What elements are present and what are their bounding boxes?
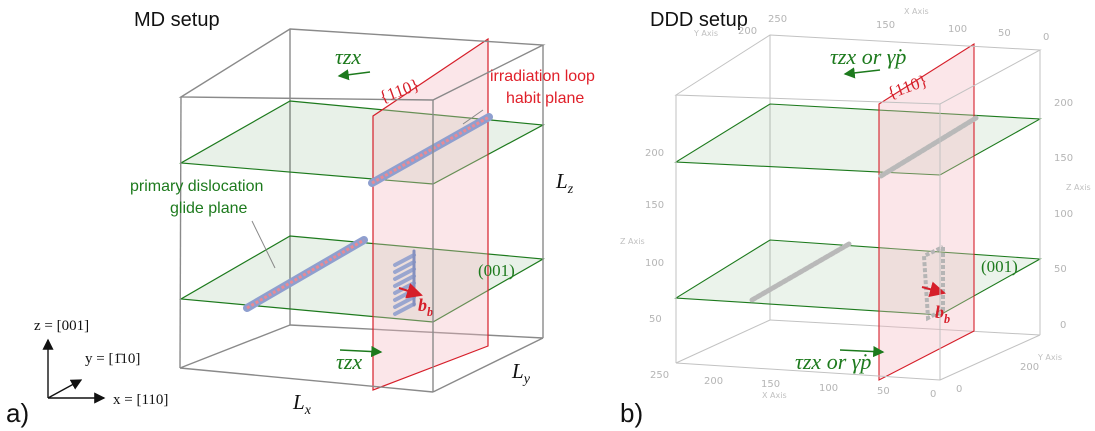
ddd-right-z-tick-0: 200 xyxy=(1054,98,1073,109)
ddd-box-front xyxy=(674,34,1042,381)
ddd-top-x-tick-1: 100 xyxy=(948,24,967,35)
ddd-right-z-tick-1: 150 xyxy=(1054,153,1073,164)
md-tau-top-arrow xyxy=(337,69,371,81)
ddd-right-z-axis-name: Z Axis xyxy=(1066,183,1091,192)
ddd-right-z-tick-2: 100 xyxy=(1054,209,1073,220)
panel-a: MD setup a) bb xyxy=(6,9,595,428)
ddd-top-y-tick-1: 200 xyxy=(738,26,757,37)
ddd-bottom-y-axis-name: Y Axis xyxy=(1037,353,1062,362)
ddd-box-back xyxy=(675,35,1041,364)
irradiation-label-line1: irradiation loop xyxy=(490,68,595,85)
ddd-bottom-x-tick-5: 0 xyxy=(930,389,936,400)
md-box-back xyxy=(179,29,544,369)
irradiation-label-line2: habit plane xyxy=(506,90,584,107)
ddd-tau-top-text: τzx or γ̇p xyxy=(830,44,906,69)
ddd-bottom-y-tick-0: 200 xyxy=(1020,362,1039,373)
ddd-left-z-tick-1: 150 xyxy=(645,200,664,211)
ddd-left-z-axis-name: Z Axis xyxy=(620,237,645,246)
axis-x-label: x = [110] xyxy=(113,392,168,408)
ddd-left-z-tick-0: 200 xyxy=(645,148,664,159)
irradiation-leader xyxy=(462,109,484,125)
ddd-top-y-axis-name: Y Axis xyxy=(693,29,718,38)
ddd-bottom-x-tick-0: 250 xyxy=(650,370,669,381)
panel-a-label: a) xyxy=(6,398,29,428)
ddd-right-z-tick-3: 50 xyxy=(1054,264,1067,275)
ddd-axis-ticks: X Axis Y Axis 250 200 150 100 50 0 200 1… xyxy=(620,7,1091,400)
axis-y-label: y = [1̄10] xyxy=(85,351,140,367)
ddd-bottom-x-tick-1: 200 xyxy=(704,376,723,387)
md-tau-top-text: τzx xyxy=(335,44,361,69)
md-box-front xyxy=(178,28,546,393)
md-plane-001-label: (001) xyxy=(478,261,515,280)
ddd-right-z-tick-4: 0 xyxy=(1060,320,1066,331)
ddd-bottom-x-axis-name: X Axis xyxy=(762,391,787,400)
ddd-top-x-axis-name: X Axis xyxy=(904,7,929,16)
md-Lx: Lx xyxy=(292,390,312,418)
ddd-plane-001-label: (001) xyxy=(981,257,1018,276)
ddd-top-x-tick-2: 50 xyxy=(998,28,1011,39)
ddd-top-y-tick-0: 250 xyxy=(768,14,787,25)
ddd-bottom-y-tick-1: 0 xyxy=(956,384,962,395)
md-Lz: Lz xyxy=(555,169,574,197)
ddd-tau-top: τzx or γ̇p xyxy=(830,44,906,79)
ddd-dislocation-lower xyxy=(749,241,852,303)
ddd-top-x-tick-0: 150 xyxy=(876,20,895,31)
ddd-tau-bottom-arrow xyxy=(839,345,885,358)
axis-y-arrow xyxy=(47,379,83,399)
md-burgers-label: bb xyxy=(418,295,433,319)
md-tau-bottom-arrow xyxy=(339,345,383,358)
ddd-tau-bottom: τzx or γ̇p xyxy=(795,345,885,374)
ddd-bottom-x-tick-2: 150 xyxy=(761,379,780,390)
md-dislocation-upper-atoms xyxy=(371,115,490,185)
md-dislocation-lower-atoms xyxy=(246,238,365,310)
md-tau-bottom-text: τzx xyxy=(336,349,362,374)
ddd-dislocation-upper xyxy=(878,115,979,179)
glide-leader xyxy=(251,220,276,269)
md-burgers-arrow xyxy=(398,283,423,299)
panel-b-title: DDD setup xyxy=(650,9,748,31)
glide-label-line1: primary dislocation xyxy=(130,178,263,195)
ddd-tau-bottom-text: τzx or γ̇p xyxy=(795,349,871,374)
md-tau-bottom: τzx xyxy=(336,345,383,374)
md-irradiation-loop xyxy=(393,249,416,316)
ddd-bottom-x-tick-3: 100 xyxy=(819,383,838,394)
md-Ly: Ly xyxy=(511,359,531,387)
ddd-bottom-x-tick-4: 50 xyxy=(877,386,890,397)
crystal-axes: z = [001] y = [1̄10] x = [110] xyxy=(34,318,168,408)
panel-b: DDD setup b) bb xyxy=(620,7,1091,428)
panel-a-title: MD setup xyxy=(134,9,220,31)
md-tau-top: τzx xyxy=(335,44,371,81)
ddd-glide-plane-lower xyxy=(674,239,1042,316)
ddd-left-z-tick-3: 50 xyxy=(649,314,662,325)
glide-label-line2: glide plane xyxy=(170,200,248,217)
ddd-tau-top-arrow xyxy=(843,67,881,79)
ddd-top-x-tick-3: 0 xyxy=(1043,32,1049,43)
panel-b-label: b) xyxy=(620,398,643,428)
ddd-glide-plane-upper xyxy=(674,103,1042,176)
ddd-habit-plane xyxy=(878,43,975,381)
axis-z-label: z = [001] xyxy=(34,318,89,334)
ddd-left-z-tick-2: 100 xyxy=(645,258,664,269)
